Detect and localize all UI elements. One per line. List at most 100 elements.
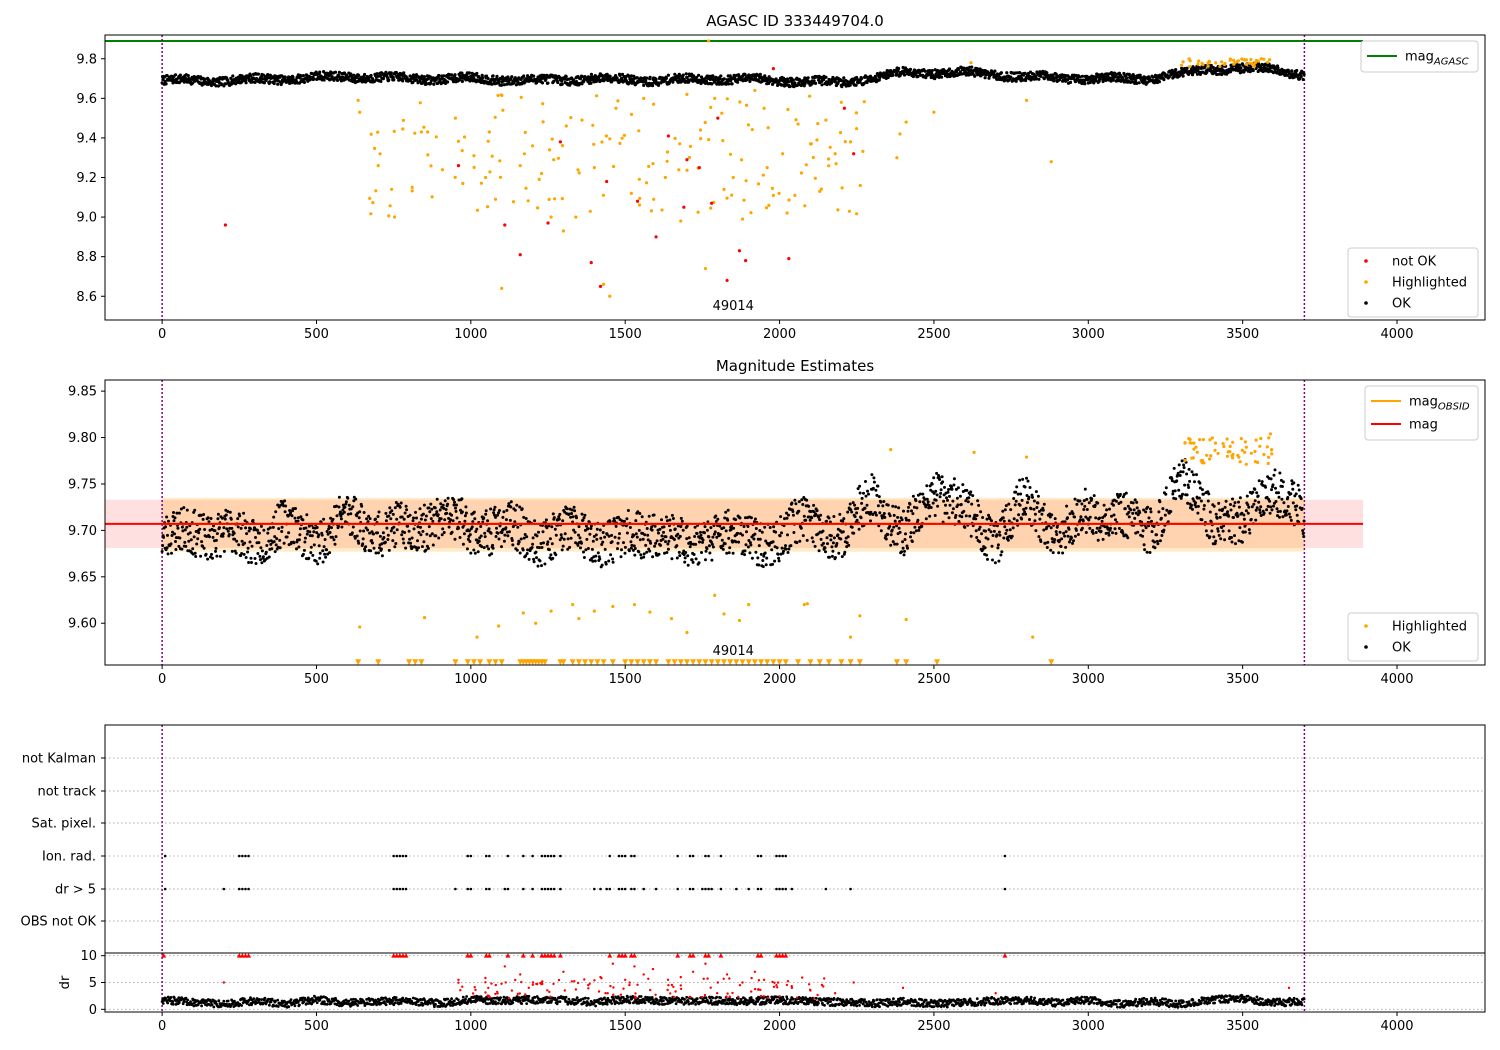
ok-point — [1110, 514, 1113, 518]
ok-point — [589, 81, 593, 85]
not-ok-point — [716, 116, 720, 120]
ok-point — [1005, 71, 1009, 75]
ok-point — [532, 560, 536, 564]
ok-point — [377, 551, 380, 555]
not-ok-point — [842, 106, 846, 110]
ok-point — [725, 551, 729, 555]
ok-point — [787, 513, 790, 517]
ok-point — [1073, 534, 1077, 538]
ok-point — [724, 529, 728, 533]
ok-point — [829, 534, 833, 538]
ok-point — [854, 83, 858, 87]
ok-point — [1071, 541, 1074, 545]
ok-point — [1159, 516, 1163, 520]
not-ok-point — [518, 253, 522, 257]
ok-point — [657, 531, 660, 535]
ok-point — [515, 548, 519, 552]
ok-point — [692, 553, 696, 556]
ok-point — [1221, 507, 1225, 511]
ok-point — [951, 499, 955, 503]
ok-point — [1180, 459, 1184, 463]
ok-point — [1265, 508, 1269, 512]
ok-point — [968, 514, 972, 518]
ok-point — [786, 551, 790, 554]
ok-point — [1135, 500, 1139, 504]
ok-point — [773, 559, 777, 563]
ok-point — [447, 525, 451, 529]
ok-point — [372, 546, 376, 550]
ok-point — [1278, 515, 1281, 519]
highlighted-point — [560, 197, 564, 201]
ok-point — [1268, 511, 1272, 515]
ok-point — [927, 503, 931, 507]
ok-point — [1083, 504, 1087, 508]
ok-point — [226, 510, 230, 513]
ok-point — [965, 488, 969, 492]
ok-point — [897, 66, 901, 71]
highlighted-point — [616, 99, 620, 103]
ok-point — [245, 532, 249, 536]
ok-point — [1217, 501, 1221, 505]
ok-point — [974, 529, 978, 533]
ok-point — [651, 555, 655, 559]
ok-point — [1183, 483, 1187, 487]
ok-point — [576, 543, 580, 547]
ok-point — [694, 542, 698, 546]
ok-point — [251, 518, 255, 522]
ok-point — [1193, 480, 1196, 484]
ok-point — [1172, 466, 1176, 470]
ok-point — [754, 527, 758, 530]
ok-point — [491, 74, 495, 78]
ok-point — [214, 538, 218, 542]
ok-point — [981, 516, 985, 519]
ok-point — [256, 552, 260, 555]
highlighted-point — [827, 157, 831, 161]
ok-point — [560, 82, 564, 86]
highlighted-point — [809, 142, 813, 146]
ok-point — [1276, 66, 1280, 70]
ok-point — [493, 505, 497, 509]
ok-point — [421, 529, 425, 533]
ok-point — [892, 525, 896, 529]
ok-point — [207, 520, 211, 524]
ok-point — [272, 540, 276, 544]
ok-point — [896, 515, 900, 519]
ok-point — [1143, 548, 1147, 552]
ok-point — [1208, 510, 1212, 514]
ok-point — [699, 81, 703, 86]
highlighted-point — [678, 142, 682, 146]
ok-point — [998, 533, 1002, 537]
ok-point — [341, 503, 345, 507]
highlighted-point — [765, 166, 769, 170]
ok-point — [679, 516, 683, 520]
ok-point — [429, 517, 433, 521]
ok-point — [1145, 550, 1149, 554]
ok-point — [663, 551, 666, 555]
highlighted-point — [637, 177, 641, 181]
ok-point — [569, 515, 573, 519]
ok-point — [209, 83, 214, 88]
ok-point — [1093, 503, 1097, 507]
ok-point — [780, 546, 784, 550]
ok-point — [291, 75, 295, 79]
highlighted-point — [490, 154, 494, 158]
highlighted-point — [540, 171, 544, 176]
ok-point — [257, 531, 261, 535]
ok-point — [1078, 75, 1082, 79]
ok-point — [1052, 78, 1056, 83]
ok-point — [639, 556, 643, 560]
ok-point — [1258, 511, 1262, 515]
highlighted-point — [498, 159, 502, 163]
ok-point — [1068, 80, 1073, 84]
chart-title: AGASC ID 333449704.0 — [706, 12, 884, 30]
highlighted-point — [721, 139, 725, 143]
ok-point — [564, 75, 568, 79]
ok-point — [492, 511, 496, 515]
ok-point — [875, 493, 879, 497]
highlighted-point — [840, 186, 844, 190]
ok-point — [958, 494, 962, 498]
ok-point — [570, 512, 574, 515]
highlighted-point — [816, 122, 820, 126]
ok-point — [202, 546, 206, 550]
x-tick-label: 1000 — [454, 327, 487, 342]
